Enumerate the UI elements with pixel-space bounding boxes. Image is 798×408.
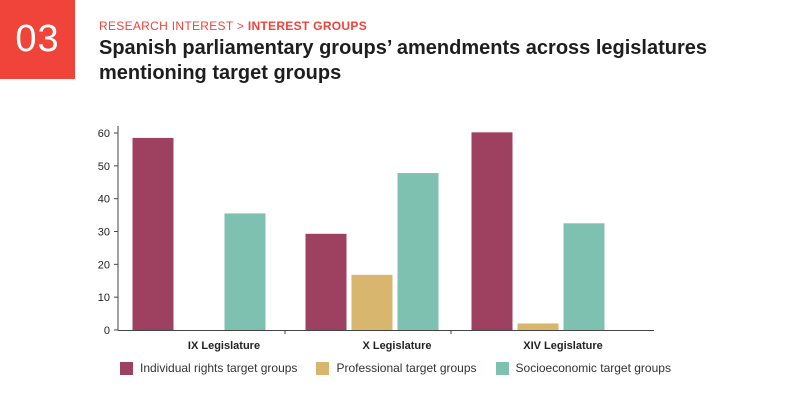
bar <box>397 173 439 330</box>
legend-swatch-individual-rights <box>120 361 133 375</box>
x-tick-label: X Legislature <box>362 340 431 352</box>
legend-swatch-socioeconomic <box>495 361 509 375</box>
bar <box>471 132 513 330</box>
bar <box>351 274 393 330</box>
section-number-badge: 03 <box>0 0 75 79</box>
breadcrumb-parent: RESEARCH INTEREST > <box>99 19 248 33</box>
y-tick-label: 30 <box>98 227 110 239</box>
legend-item-professional: Professional target groups <box>316 361 477 375</box>
breadcrumb-current: INTEREST GROUPS <box>247 19 367 33</box>
x-tick-label: XIV Legislature <box>523 340 602 352</box>
legend-label-professional: Professional target groups <box>336 361 477 375</box>
legend-item-socioeconomic: Socioeconomic target groups <box>495 361 671 375</box>
y-tick-label: 20 <box>98 259 110 271</box>
legend-swatch-professional <box>316 361 330 375</box>
breadcrumb: RESEARCH INTEREST > INTEREST GROUPS <box>99 19 367 33</box>
bar <box>563 223 605 330</box>
y-tick-label: 10 <box>98 292 110 304</box>
legend-label-individual-rights: Individual rights target groups <box>140 361 298 375</box>
legend-item-individual-rights: Individual rights target groups <box>120 361 297 375</box>
y-tick-label: 40 <box>98 194 110 206</box>
chart-legend: Individual rights target groups Professi… <box>120 361 690 375</box>
y-tick-label: 50 <box>98 161 110 173</box>
bar <box>305 233 347 330</box>
bar <box>224 213 266 330</box>
section-number: 03 <box>15 18 60 60</box>
legend-label-socioeconomic: Socioeconomic target groups <box>515 361 671 375</box>
y-tick-label: 0 <box>104 325 110 337</box>
y-tick-label: 60 <box>98 128 110 140</box>
bar <box>517 323 559 330</box>
bar <box>132 137 174 330</box>
x-tick-label: IX Legislature <box>188 340 260 352</box>
chart-title: Spanish parliamentary groups’ amendments… <box>99 37 707 84</box>
